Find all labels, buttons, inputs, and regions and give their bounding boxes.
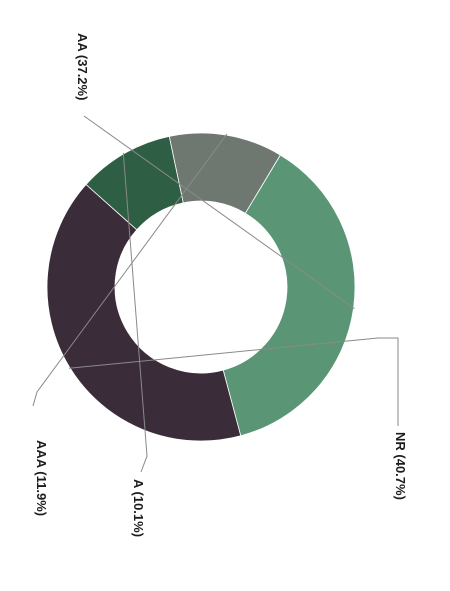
slice-nr: [46, 183, 242, 442]
slice-aa: [222, 154, 356, 437]
slice-labels: AA (37.2%) NR (40.7%) A (10.1%) AAA (11.…: [34, 33, 408, 537]
slice-label-a: A (10.1%): [131, 479, 146, 537]
leader-line-nr: [68, 337, 399, 426]
slice-label-aaa: AAA (11.9%): [34, 440, 49, 516]
slices: [46, 132, 356, 442]
slice-label-aa: AA (37.2%): [75, 33, 90, 100]
leader-lines: [32, 115, 399, 473]
leader-line-aa: [83, 115, 355, 310]
slice-label-nr: NR (40.7%): [393, 432, 408, 500]
slice-aaa: [168, 132, 281, 214]
leader-line-aaa: [32, 133, 228, 407]
leader-line-a: [122, 152, 148, 473]
